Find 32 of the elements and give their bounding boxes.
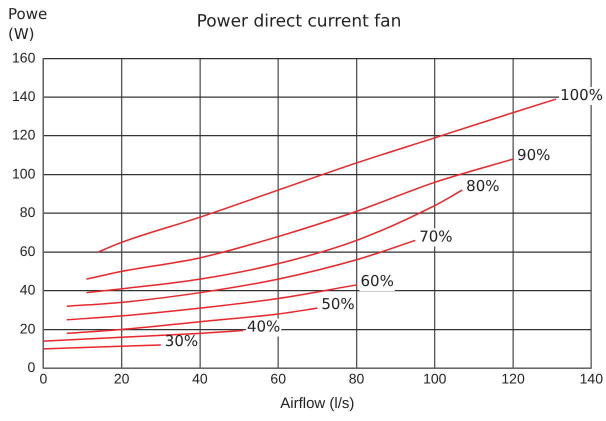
- y-tick-label: 20: [20, 320, 36, 336]
- annotation: 50%: [321, 295, 355, 314]
- annotation: 80%: [466, 176, 500, 195]
- x-tick-label: 80: [348, 370, 364, 386]
- chart-title: Power direct current fan: [196, 12, 402, 32]
- annotation: 40%: [246, 317, 280, 336]
- line-series: [97, 98, 557, 253]
- line-series: [66, 284, 358, 321]
- x-axis-title: Airflow (l/s): [280, 395, 354, 412]
- line-series: [86, 189, 463, 294]
- y-tick-label: 160: [12, 49, 36, 66]
- y-tick-label: 80: [20, 204, 36, 220]
- x-tick-label: 100: [423, 370, 447, 386]
- x-tick-label: 20: [114, 370, 130, 386]
- y-tick-label: 100: [12, 165, 36, 182]
- annotation: 90%: [517, 146, 550, 164]
- line-series: [66, 307, 318, 334]
- x-tick-label: 60: [270, 370, 286, 386]
- y-tick-label: 140: [12, 88, 36, 104]
- y-tick-label: 0: [28, 359, 36, 376]
- annotation: 30%: [164, 332, 198, 350]
- x-tick-label: 140: [580, 370, 604, 386]
- y-tick-label: 40: [20, 282, 36, 298]
- y-axis-title: Powe (W): [8, 4, 48, 44]
- annotation: 100%: [560, 86, 603, 104]
- annotation: 70%: [419, 227, 453, 246]
- y-tick-label: 60: [20, 242, 36, 259]
- y-tick-label: 120: [12, 126, 36, 143]
- x-tick-label: 40: [192, 370, 208, 386]
- x-tick-label: 0: [39, 370, 48, 386]
- x-tick-label: 120: [501, 370, 525, 386]
- annotation: 60%: [360, 272, 394, 290]
